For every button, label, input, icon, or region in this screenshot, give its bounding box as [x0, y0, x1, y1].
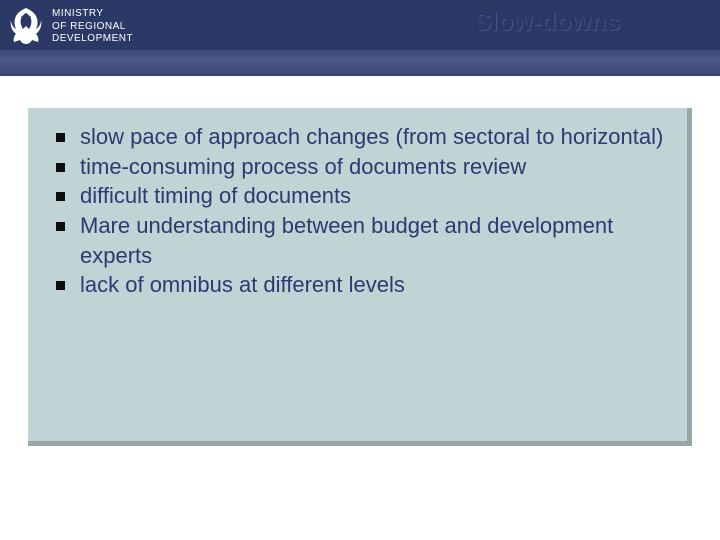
- content-wrap: slow pace of approach changes (from sect…: [0, 76, 720, 446]
- ministry-line2: OF REGIONAL: [52, 21, 133, 34]
- header-gradient-bar: [0, 50, 720, 76]
- header-top-bar: MINISTRY OF REGIONAL DEVELOPMENT Slow-do…: [0, 0, 720, 50]
- bullet-list: slow pace of approach changes (from sect…: [50, 122, 665, 300]
- ministry-line3: DEVELOPMENT: [52, 33, 133, 46]
- list-item: difficult timing of documents: [50, 181, 665, 211]
- slide-title: Slow-downs: [474, 8, 620, 37]
- list-item: slow pace of approach changes (from sect…: [50, 122, 665, 152]
- ministry-logo-block: MINISTRY OF REGIONAL DEVELOPMENT: [8, 6, 133, 46]
- list-item: lack of omnibus at different levels: [50, 270, 665, 300]
- list-item: Mare understanding between budget and de…: [50, 211, 665, 270]
- ministry-name: MINISTRY OF REGIONAL DEVELOPMENT: [52, 6, 133, 46]
- slide-header: MINISTRY OF REGIONAL DEVELOPMENT Slow-do…: [0, 0, 720, 76]
- eagle-crest-icon: [8, 6, 44, 46]
- content-box: slow pace of approach changes (from sect…: [28, 108, 692, 446]
- ministry-line1: MINISTRY: [52, 8, 133, 21]
- list-item: time-consuming process of documents revi…: [50, 152, 665, 182]
